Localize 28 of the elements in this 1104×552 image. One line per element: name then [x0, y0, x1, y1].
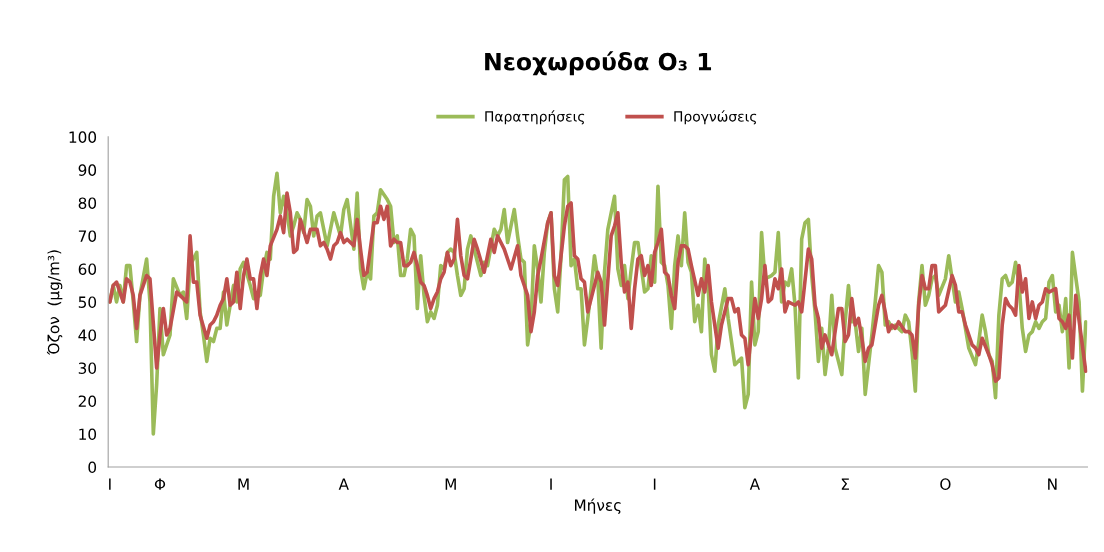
x-tick-label: Α — [338, 478, 349, 490]
y-tick-label: 100 — [69, 131, 97, 143]
y-tick-label: 0 — [88, 461, 97, 474]
x-tick-label: Ι — [653, 478, 656, 490]
y-tick-label: 20 — [78, 395, 97, 407]
y-axis-title: Όζον (μg/m³) — [46, 250, 63, 355]
y-tick-label: 30 — [78, 362, 97, 374]
x-tick-label: Α — [749, 478, 760, 490]
x-tick-label: Μ — [238, 478, 249, 490]
x-tick-label: Ο — [940, 478, 951, 490]
y-tick-label: 50 — [78, 296, 97, 308]
x-axis-title: Μήνες — [575, 498, 621, 514]
y-tick-label: 70 — [78, 230, 97, 242]
chart-title: Νεοχωρούδα O₃ 1 — [485, 51, 712, 76]
y-tick-label: 90 — [78, 164, 97, 176]
x-tick-label: Ι — [550, 478, 552, 490]
x-tick-label: Ν — [1048, 478, 1057, 490]
legend-label: Προγνώσεις — [674, 110, 757, 125]
x-tick-label: Φ — [154, 478, 166, 490]
y-tick-label: 40 — [78, 329, 97, 341]
x-tick-label: Σ — [841, 478, 849, 490]
line-series — [108, 191, 1088, 383]
x-tick-label: Ι — [109, 478, 111, 490]
x-tick-label: Μ — [445, 478, 456, 490]
y-tick-label: 60 — [78, 263, 97, 275]
y-tick-label: 10 — [79, 428, 97, 440]
y-tick-label: 80 — [78, 197, 97, 209]
legend-label: Παρατηρήσεις — [485, 110, 585, 125]
